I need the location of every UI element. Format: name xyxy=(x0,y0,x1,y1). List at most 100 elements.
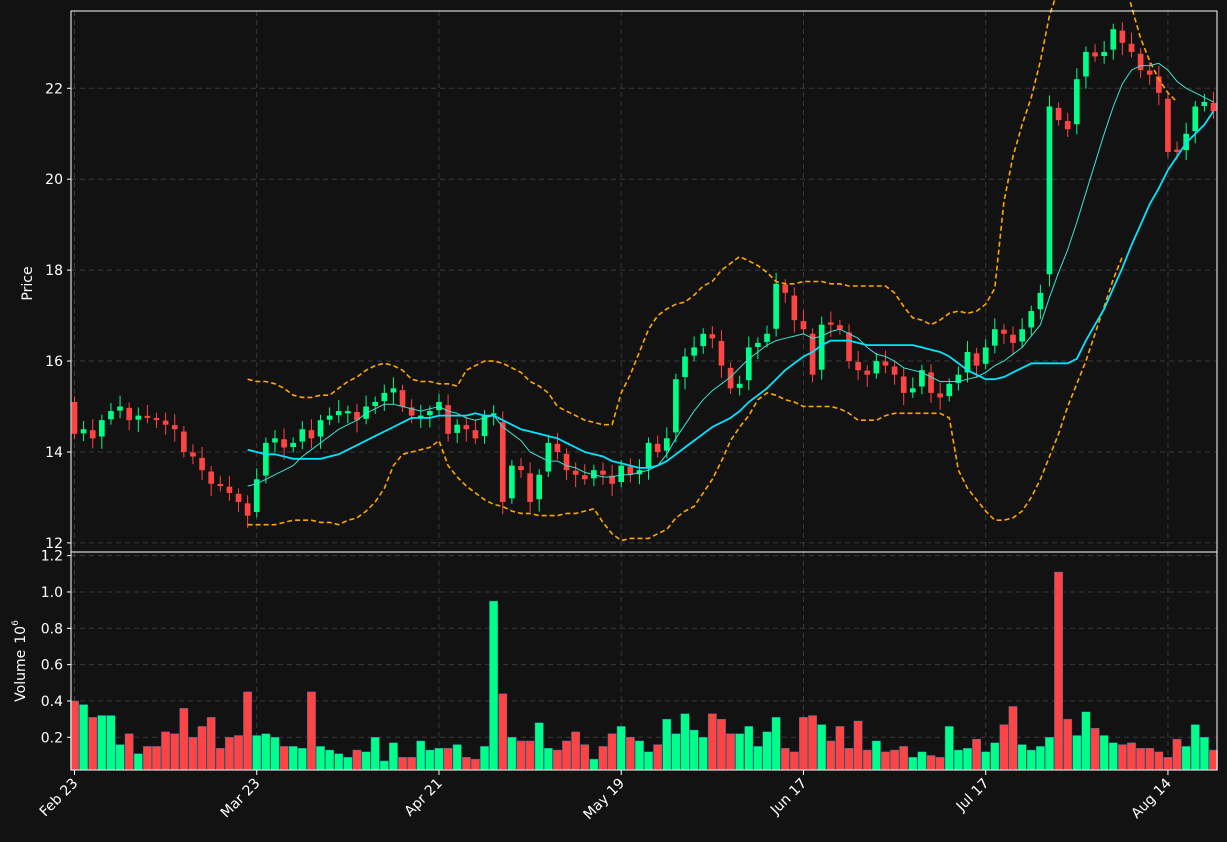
volume-bar xyxy=(343,757,353,771)
candle-body xyxy=(226,486,233,493)
volume-bar xyxy=(534,722,544,771)
candle-body xyxy=(190,452,196,457)
volume-bar xyxy=(352,749,362,771)
candle-body xyxy=(563,453,570,471)
volume-bar xyxy=(334,753,344,771)
candle-body xyxy=(390,388,397,393)
volume-bar xyxy=(698,737,708,771)
volume-bar xyxy=(1190,724,1200,771)
volume-bar xyxy=(261,733,271,771)
volume-tick-label: 0.2 xyxy=(41,730,63,746)
candle-body xyxy=(326,415,333,420)
volume-bar xyxy=(507,737,517,771)
candle-body xyxy=(700,333,707,347)
candle-body xyxy=(946,383,953,397)
volume-bar xyxy=(1172,738,1182,771)
candle-body xyxy=(1128,43,1135,52)
volume-bar xyxy=(1136,748,1145,771)
candle-body xyxy=(928,372,934,393)
volume-bar xyxy=(1090,728,1100,771)
candle-body xyxy=(1201,101,1208,107)
volume-bar xyxy=(726,733,735,771)
candle-body xyxy=(864,370,871,375)
volume-bar xyxy=(981,751,991,771)
candle-body xyxy=(1001,329,1007,334)
volume-bar xyxy=(325,749,335,771)
volume-bar xyxy=(215,748,225,771)
candle-body xyxy=(317,420,324,437)
candle-body xyxy=(736,383,743,388)
candle-body xyxy=(973,353,980,366)
candle-body xyxy=(1073,79,1080,125)
price-tick-label: 16 xyxy=(45,354,63,370)
volume-bar xyxy=(1072,735,1082,771)
candle-body xyxy=(454,424,461,433)
volume-axis-multiplier: 10 xyxy=(13,626,29,644)
candle-body xyxy=(663,438,670,451)
volume-axis-label: Volume 106 xyxy=(11,620,29,702)
candle-body xyxy=(381,392,388,402)
candle-body xyxy=(80,429,87,434)
volume-bar xyxy=(553,749,562,771)
candle-body xyxy=(518,466,524,471)
volume-bar xyxy=(653,744,663,771)
candle-body xyxy=(345,411,351,414)
candle-body xyxy=(791,295,798,321)
x-tick-label: Jun 17 xyxy=(767,776,810,819)
candle-body xyxy=(417,415,424,418)
volume-bar xyxy=(270,737,280,771)
candle-body xyxy=(937,393,943,398)
volume-bar xyxy=(152,746,161,771)
candle-body xyxy=(891,366,898,375)
volume-bar xyxy=(680,713,690,771)
candle-body xyxy=(272,438,278,443)
volume-panel xyxy=(70,571,1218,771)
volume-bar xyxy=(717,718,726,771)
candle-body xyxy=(782,284,789,293)
candle-body xyxy=(855,361,861,371)
volume-axis-exponent: 6 xyxy=(11,620,21,626)
volume-bar xyxy=(115,744,125,771)
candle-body xyxy=(1019,329,1025,342)
candle-body xyxy=(527,473,533,502)
volume-bar xyxy=(170,733,180,771)
volume-bar xyxy=(206,717,216,771)
candle-body xyxy=(463,425,470,430)
candle-body xyxy=(1064,121,1071,130)
candle-body xyxy=(253,479,260,512)
volume-bars xyxy=(70,571,1218,771)
candle-body xyxy=(1092,52,1098,57)
volume-bar xyxy=(489,600,499,771)
price-tick-label: 22 xyxy=(45,81,63,97)
volume-bar xyxy=(881,751,890,771)
price-tick-label: 18 xyxy=(45,263,63,279)
candle-body xyxy=(609,475,615,484)
volume-bar xyxy=(598,746,608,771)
volume-tick-label: 0.8 xyxy=(41,621,63,637)
candle-body xyxy=(919,370,925,387)
volume-bar xyxy=(644,751,653,771)
candle-body xyxy=(682,356,688,377)
price-axis-ticks: 12 14 16 18 20 22 xyxy=(45,81,71,552)
candle-body xyxy=(1146,70,1153,75)
candle-body xyxy=(964,351,971,373)
x-tick-label: Feb 23 xyxy=(37,776,82,821)
volume-bar xyxy=(1181,746,1191,771)
volume-bar xyxy=(279,746,289,771)
candle-body xyxy=(1010,334,1016,343)
candle-body xyxy=(99,420,105,437)
volume-bar xyxy=(972,738,981,771)
candle-body xyxy=(1119,30,1126,43)
volume-bar xyxy=(953,749,963,771)
volume-bar xyxy=(689,729,699,771)
x-tick-label: Mar 23 xyxy=(218,776,264,822)
volume-bar xyxy=(707,713,717,771)
volume-bar xyxy=(124,733,134,771)
candle-body xyxy=(627,466,634,475)
volume-bar xyxy=(1054,571,1063,771)
price-tick-label: 12 xyxy=(45,536,63,552)
volume-bar xyxy=(589,758,599,771)
candle-body xyxy=(153,418,160,421)
volume-tick-label: 1.2 xyxy=(41,549,63,565)
candle-body xyxy=(1037,292,1044,310)
